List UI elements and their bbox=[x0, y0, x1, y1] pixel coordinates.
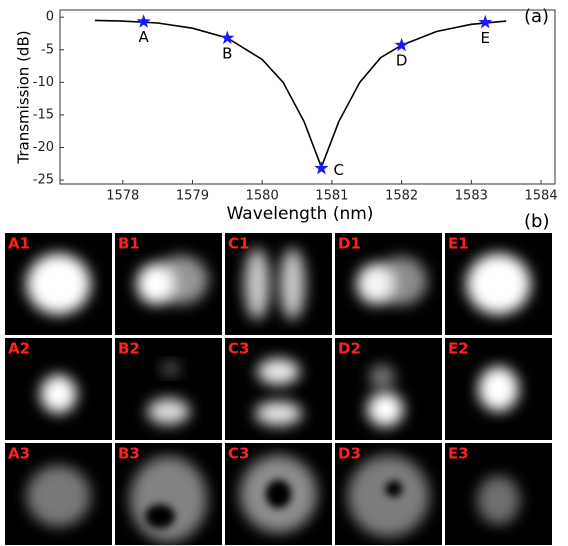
mode-image: A1 bbox=[5, 233, 112, 335]
mode-image: D1 bbox=[335, 233, 442, 335]
intensity-blob bbox=[347, 455, 430, 537]
transmission-line bbox=[94, 19, 507, 170]
x-tick-label: 1581 bbox=[315, 189, 348, 204]
intensity-blob bbox=[466, 253, 531, 315]
mode-image: D3 bbox=[335, 443, 442, 545]
intensity-blob bbox=[257, 358, 300, 385]
point-label: A bbox=[139, 28, 150, 46]
image-background bbox=[225, 233, 332, 335]
image-label: A2 bbox=[8, 340, 30, 358]
mode-image: B1 bbox=[115, 233, 222, 335]
image-label: E2 bbox=[448, 340, 469, 358]
intensity-blob bbox=[26, 253, 91, 315]
intensity-blob bbox=[279, 248, 306, 320]
intensity-blob bbox=[254, 401, 303, 426]
image-label: B1 bbox=[118, 235, 140, 253]
star-marker bbox=[220, 30, 235, 45]
intensity-blob bbox=[478, 366, 519, 412]
mode-image: B2 bbox=[115, 338, 222, 440]
image-label: B2 bbox=[118, 340, 140, 358]
intensity-blob bbox=[367, 392, 404, 427]
mode-image: E3 bbox=[445, 443, 552, 545]
plot-frame bbox=[59, 9, 556, 185]
image-label: D2 bbox=[338, 340, 361, 358]
x-tick-label: 1579 bbox=[176, 189, 209, 204]
y-tick-label: -20 bbox=[33, 140, 54, 155]
mode-image: D2 bbox=[335, 338, 442, 440]
star-marker bbox=[136, 14, 151, 28]
y-tick-label: -10 bbox=[33, 75, 54, 90]
intensity-blob bbox=[26, 465, 91, 527]
image-label: C1 bbox=[228, 235, 249, 253]
mode-image: C1 bbox=[225, 233, 332, 335]
x-tick-label: 1580 bbox=[246, 189, 279, 204]
mode-image: B3 bbox=[115, 443, 222, 545]
point-label: D bbox=[396, 52, 408, 70]
image-label: E1 bbox=[448, 235, 469, 253]
x-tick-label: 1583 bbox=[455, 189, 488, 204]
mode-image: C3 bbox=[225, 338, 332, 440]
y-tick-label: -15 bbox=[33, 107, 54, 122]
intensity-blob bbox=[40, 374, 77, 414]
point-label: B bbox=[222, 45, 232, 63]
mode-image: C3 bbox=[225, 443, 332, 545]
mode-image: A3 bbox=[5, 443, 112, 545]
image-label: A1 bbox=[8, 235, 30, 253]
intensity-blob bbox=[147, 398, 190, 425]
point-label: E bbox=[481, 29, 490, 47]
intensity-blob bbox=[144, 504, 175, 529]
star-marker bbox=[478, 14, 493, 29]
intensity-blob bbox=[129, 456, 208, 542]
image-label: D3 bbox=[338, 445, 361, 463]
y-tick-label: -25 bbox=[33, 173, 54, 188]
star-marker bbox=[314, 160, 329, 175]
mode-image: E1 bbox=[445, 233, 552, 335]
star-marker bbox=[394, 37, 409, 52]
y-tick-label: -5 bbox=[41, 42, 54, 57]
x-tick-label: 1584 bbox=[525, 189, 558, 204]
panel-label: (a) bbox=[524, 6, 549, 27]
point-label: C bbox=[333, 161, 343, 179]
intensity-blob bbox=[356, 263, 395, 305]
y-axis-title: Transmission (dB) bbox=[15, 30, 33, 164]
intensity-blob bbox=[244, 248, 270, 320]
intensity-blob bbox=[477, 475, 520, 525]
intensity-blob bbox=[369, 364, 395, 390]
mode-image: E2 bbox=[445, 338, 552, 440]
image-label: C3 bbox=[228, 340, 249, 358]
intensity-blob bbox=[136, 263, 175, 305]
mode-image: A2 bbox=[5, 338, 112, 440]
image-label: E3 bbox=[448, 445, 469, 463]
image-label: D1 bbox=[338, 235, 361, 253]
intensity-blob bbox=[385, 480, 403, 498]
image-label: C3 bbox=[228, 445, 249, 463]
image-label: A3 bbox=[8, 445, 30, 463]
x-tick-label: 1578 bbox=[106, 189, 139, 204]
intensity-blob bbox=[162, 362, 180, 375]
x-axis-title: Wavelength (nm) bbox=[227, 204, 374, 224]
x-tick-label: 1582 bbox=[385, 189, 418, 204]
panel-label: (b) bbox=[524, 211, 549, 232]
image-label: B3 bbox=[118, 445, 140, 463]
intensity-blob bbox=[265, 479, 292, 509]
y-tick-label: 0 bbox=[46, 10, 54, 25]
